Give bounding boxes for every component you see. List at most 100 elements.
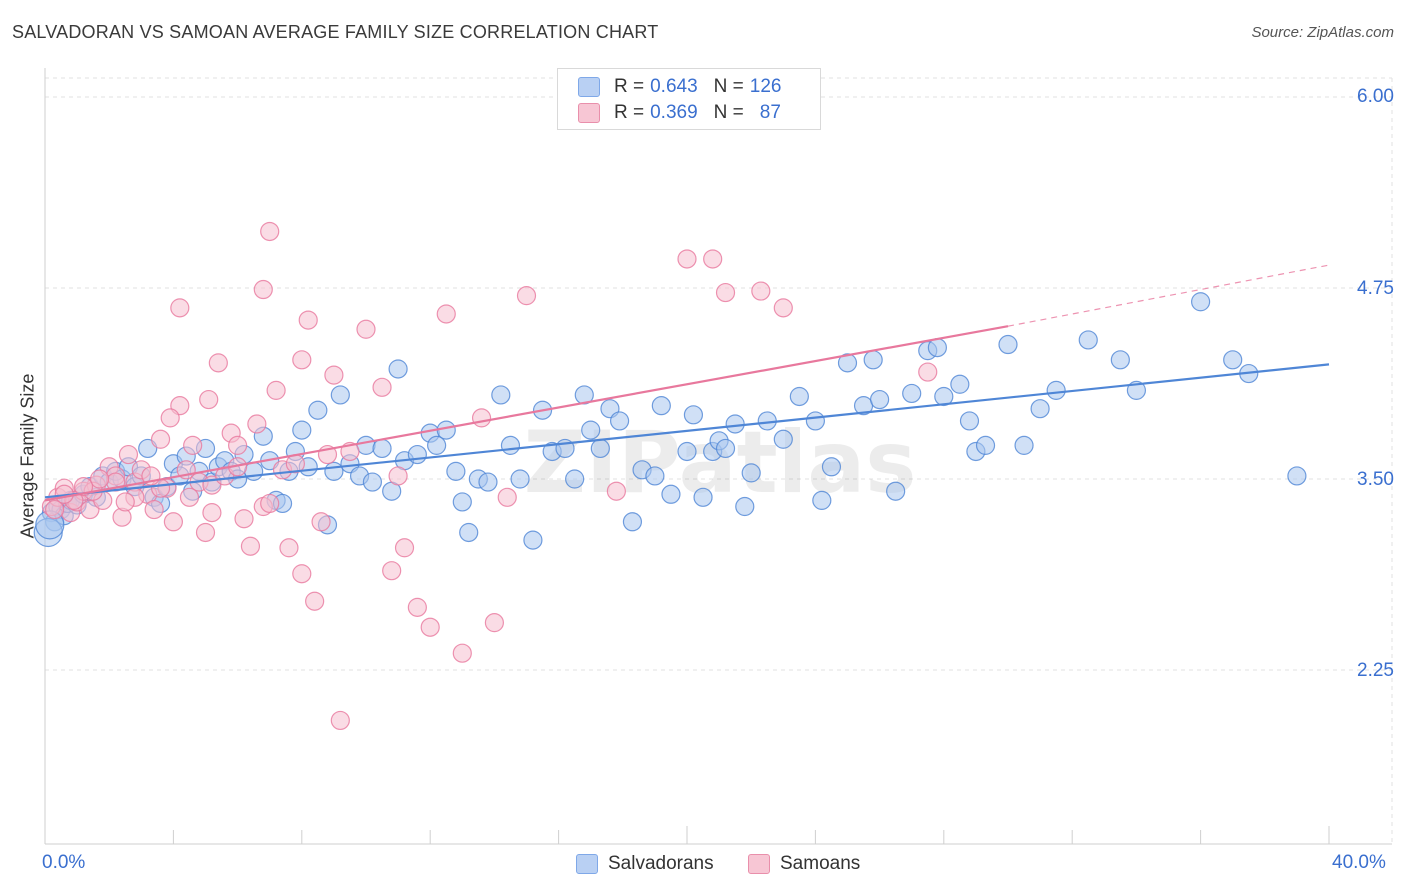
- trend-line-samoans: [44, 325, 1009, 502]
- data-point-salvadorans: [975, 435, 996, 455]
- legend-n-label: N =: [713, 76, 744, 97]
- data-point-salvadorans: [1223, 350, 1243, 370]
- data-point-salvadorans: [902, 383, 922, 404]
- data-point-salvadorans: [998, 334, 1018, 355]
- correlation-legend: R = 0.643 N = 126 R = 0.369 N = 87: [557, 68, 821, 130]
- data-point-salvadorans: [812, 490, 832, 510]
- data-point-samoans: [202, 503, 222, 523]
- data-point-salvadorans: [715, 438, 736, 459]
- legend-r-value: 0.369: [650, 102, 698, 123]
- data-point-salvadorans: [372, 438, 392, 459]
- data-point-samoans: [228, 435, 248, 455]
- data-point-salvadorans: [362, 472, 383, 492]
- data-point-salvadorans: [581, 420, 601, 440]
- data-point-salvadorans: [773, 429, 793, 449]
- data-point-samoans: [918, 362, 938, 382]
- data-point-salvadorans: [1046, 380, 1066, 400]
- data-point-samoans: [247, 414, 267, 434]
- data-point-salvadorans: [500, 435, 521, 455]
- data-point-salvadorans: [661, 484, 681, 504]
- data-point-samoans: [179, 487, 200, 507]
- data-point-samoans: [45, 499, 65, 520]
- legend-swatch-samoans: [578, 103, 600, 123]
- data-point-salvadorans: [789, 386, 809, 407]
- data-point-samoans: [260, 221, 280, 242]
- data-point-samoans: [260, 493, 280, 514]
- data-point-salvadorans: [725, 414, 745, 434]
- y-axis-label: Average Family Size: [17, 373, 38, 539]
- legend-n-value: 87: [759, 102, 781, 123]
- legend-n-value: 126: [749, 76, 782, 97]
- data-point-salvadorans: [407, 444, 427, 465]
- data-point-samoans: [292, 350, 312, 370]
- data-point-salvadorans: [821, 457, 842, 477]
- data-point-samoans: [305, 591, 325, 611]
- trend-layer: [44, 264, 1330, 502]
- data-point-samoans: [240, 536, 261, 556]
- data-point-samoans: [677, 249, 697, 269]
- data-point-salvadorans: [950, 374, 970, 394]
- data-point-samoans: [253, 279, 273, 300]
- y-tick-label: 2.25: [1357, 660, 1394, 681]
- legend-label-salvadorans: Salvadorans: [608, 853, 714, 874]
- series-legend-salvadorans: Salvadorans: [576, 852, 714, 876]
- axis-layer: [44, 68, 1392, 845]
- data-point-samoans: [715, 282, 736, 303]
- y-tick-label: 6.00: [1357, 86, 1394, 107]
- data-point-salvadorans: [927, 337, 947, 358]
- data-point-salvadorans: [693, 487, 713, 507]
- data-point-samoans: [773, 298, 793, 318]
- data-point-samoans: [73, 477, 94, 497]
- data-point-salvadorans: [491, 385, 511, 405]
- data-point-samoans: [199, 389, 219, 410]
- y-tick-label: 4.75: [1357, 278, 1394, 299]
- data-point-salvadorans: [1287, 466, 1307, 486]
- data-point-samoans: [382, 561, 402, 581]
- data-point-salvadorans: [959, 411, 980, 431]
- legend-swatch-samoans: [748, 854, 770, 874]
- data-point-salvadorans: [436, 420, 456, 440]
- data-point-salvadorans: [683, 405, 704, 425]
- series-legend-samoans: Samoans: [748, 852, 860, 876]
- data-point-samoans: [388, 466, 408, 486]
- data-point-samoans: [356, 319, 376, 339]
- data-point-samoans: [703, 249, 723, 269]
- data-point-salvadorans: [330, 385, 350, 405]
- data-point-salvadorans: [1030, 399, 1050, 419]
- data-point-samoans: [115, 492, 135, 512]
- data-point-salvadorans: [1078, 330, 1098, 350]
- legend-r-label: R =: [614, 76, 645, 97]
- data-point-salvadorans: [735, 496, 755, 517]
- x-tick-label-max: 40.0%: [1332, 852, 1386, 873]
- data-point-samoans: [497, 487, 517, 507]
- data-point-samoans: [420, 617, 440, 637]
- data-point-salvadorans: [645, 466, 665, 486]
- data-point-salvadorans: [356, 435, 376, 455]
- data-point-salvadorans: [446, 461, 466, 481]
- chart-title: SALVADORAN VS SAMOAN AVERAGE FAMILY SIZE…: [12, 22, 659, 42]
- data-point-samoans: [394, 538, 415, 558]
- x-tick-label-min: 0.0%: [42, 852, 86, 873]
- data-point-samoans: [279, 538, 299, 558]
- data-point-salvadorans: [622, 512, 643, 532]
- data-point-salvadorans: [565, 469, 585, 489]
- data-point-samoans: [234, 509, 254, 529]
- legend-swatch-salvadorans: [576, 854, 598, 874]
- data-point-samoans: [266, 380, 286, 400]
- data-point-samoans: [183, 435, 203, 455]
- legend-row-samoans: R = 0.369 N = 87: [578, 101, 781, 125]
- data-point-salvadorans: [677, 441, 697, 462]
- data-point-samoans: [195, 522, 216, 543]
- legend-r-value: 0.643: [650, 76, 698, 97]
- data-point-salvadorans: [510, 469, 530, 489]
- data-point-salvadorans: [452, 492, 472, 512]
- data-point-salvadorans: [1014, 435, 1034, 455]
- data-point-samoans: [751, 281, 771, 301]
- data-point-salvadorans: [863, 350, 883, 370]
- data-point-samoans: [516, 286, 537, 306]
- data-point-salvadorans: [741, 463, 761, 483]
- data-point-samoans: [407, 597, 427, 617]
- data-point-samoans: [163, 512, 183, 532]
- legend-r-label: R =: [614, 102, 645, 123]
- data-point-salvadorans: [651, 396, 671, 416]
